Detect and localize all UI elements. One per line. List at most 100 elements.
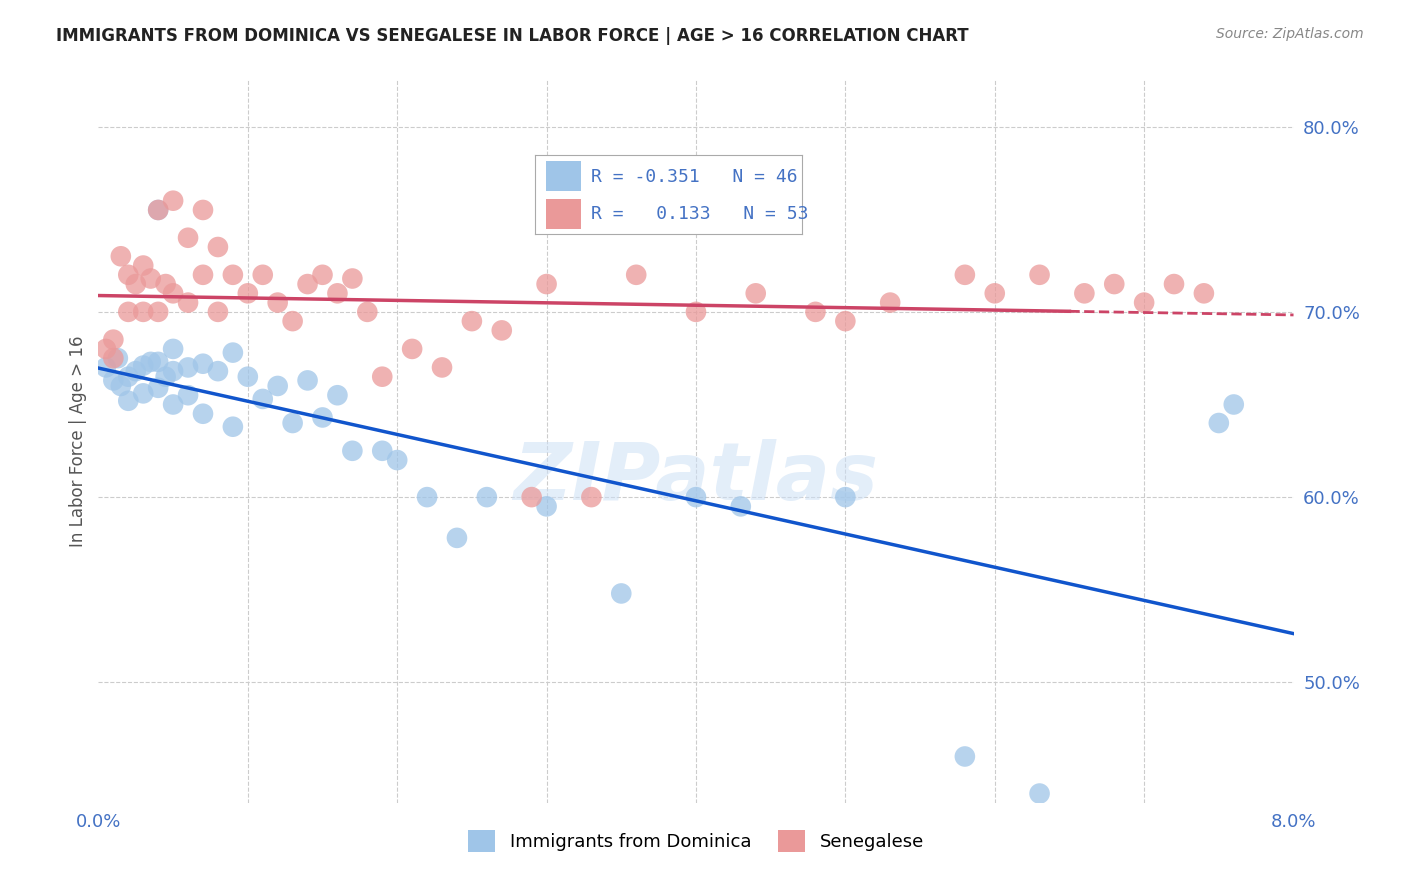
Point	[155, 277, 177, 291]
Point	[326, 286, 349, 301]
Point	[222, 419, 245, 434]
Point	[222, 268, 245, 282]
Point	[117, 393, 139, 408]
Point	[177, 295, 200, 310]
Point	[536, 500, 558, 514]
Point	[834, 314, 856, 328]
Point	[252, 392, 274, 406]
Point	[371, 369, 394, 384]
Point	[536, 277, 558, 291]
Point	[1073, 286, 1095, 301]
Point	[222, 345, 245, 359]
Point	[139, 271, 162, 285]
Text: IMMIGRANTS FROM DOMINICA VS SENEGALESE IN LABOR FORCE | AGE > 16 CORRELATION CHA: IMMIGRANTS FROM DOMINICA VS SENEGALESE I…	[56, 27, 969, 45]
Point	[191, 268, 214, 282]
Point	[94, 360, 117, 375]
Point	[1223, 397, 1246, 411]
Point	[385, 453, 409, 467]
Bar	[546, 199, 581, 228]
Point	[148, 305, 170, 319]
Point	[125, 364, 148, 378]
Point	[401, 342, 423, 356]
Point	[1028, 787, 1050, 801]
Point	[162, 194, 184, 208]
Point	[162, 364, 184, 378]
Point	[984, 286, 1007, 301]
Point	[177, 388, 200, 402]
Point	[745, 286, 768, 301]
Point	[371, 443, 394, 458]
Point	[311, 410, 333, 425]
Point	[491, 323, 513, 337]
Text: R = -0.351   N = 46: R = -0.351 N = 46	[592, 169, 799, 186]
Point	[162, 397, 184, 411]
Point	[685, 490, 707, 504]
Point	[834, 490, 856, 504]
Point	[475, 490, 498, 504]
Point	[103, 373, 125, 387]
Text: ZIPatlas: ZIPatlas	[513, 439, 879, 516]
Point	[326, 388, 349, 402]
Point	[626, 268, 648, 282]
Point	[953, 749, 976, 764]
Point	[207, 364, 229, 378]
Point	[953, 268, 976, 282]
Point	[416, 490, 439, 504]
Point	[879, 295, 901, 310]
Point	[685, 305, 707, 319]
Point	[148, 202, 170, 217]
Point	[177, 360, 200, 375]
Point	[132, 359, 155, 373]
Point	[267, 295, 290, 310]
Point	[117, 268, 139, 282]
Legend: Immigrants from Dominica, Senegalese: Immigrants from Dominica, Senegalese	[461, 822, 931, 859]
Point	[207, 305, 229, 319]
Point	[297, 373, 319, 387]
Point	[103, 333, 125, 347]
Point	[107, 351, 129, 366]
Point	[117, 305, 139, 319]
Bar	[546, 161, 581, 191]
Point	[191, 357, 214, 371]
Point	[461, 314, 484, 328]
Point	[177, 231, 200, 245]
Point	[207, 240, 229, 254]
Point	[155, 369, 177, 384]
Point	[520, 490, 543, 504]
Point	[1163, 277, 1185, 291]
Point	[281, 314, 304, 328]
Point	[356, 305, 378, 319]
Point	[236, 286, 259, 301]
Point	[148, 202, 170, 217]
Point	[1192, 286, 1215, 301]
Point	[132, 259, 155, 273]
Point	[148, 381, 170, 395]
Point	[311, 268, 333, 282]
Point	[804, 305, 827, 319]
Point	[132, 305, 155, 319]
Point	[252, 268, 274, 282]
Point	[236, 369, 259, 384]
Point	[297, 277, 319, 291]
Point	[267, 379, 290, 393]
Point	[103, 351, 125, 366]
Point	[110, 249, 132, 263]
Point	[191, 202, 214, 217]
Point	[94, 342, 117, 356]
Point	[446, 531, 468, 545]
Point	[139, 355, 162, 369]
Point	[281, 416, 304, 430]
Point	[1104, 277, 1126, 291]
Point	[191, 407, 214, 421]
Point	[1208, 416, 1230, 430]
Point	[430, 360, 453, 375]
Text: Source: ZipAtlas.com: Source: ZipAtlas.com	[1216, 27, 1364, 41]
Point	[132, 386, 155, 401]
Point	[730, 500, 752, 514]
Point	[148, 355, 170, 369]
Point	[610, 586, 633, 600]
Text: R =   0.133   N = 53: R = 0.133 N = 53	[592, 204, 808, 223]
Point	[162, 342, 184, 356]
Point	[1133, 295, 1156, 310]
Point	[581, 490, 603, 504]
